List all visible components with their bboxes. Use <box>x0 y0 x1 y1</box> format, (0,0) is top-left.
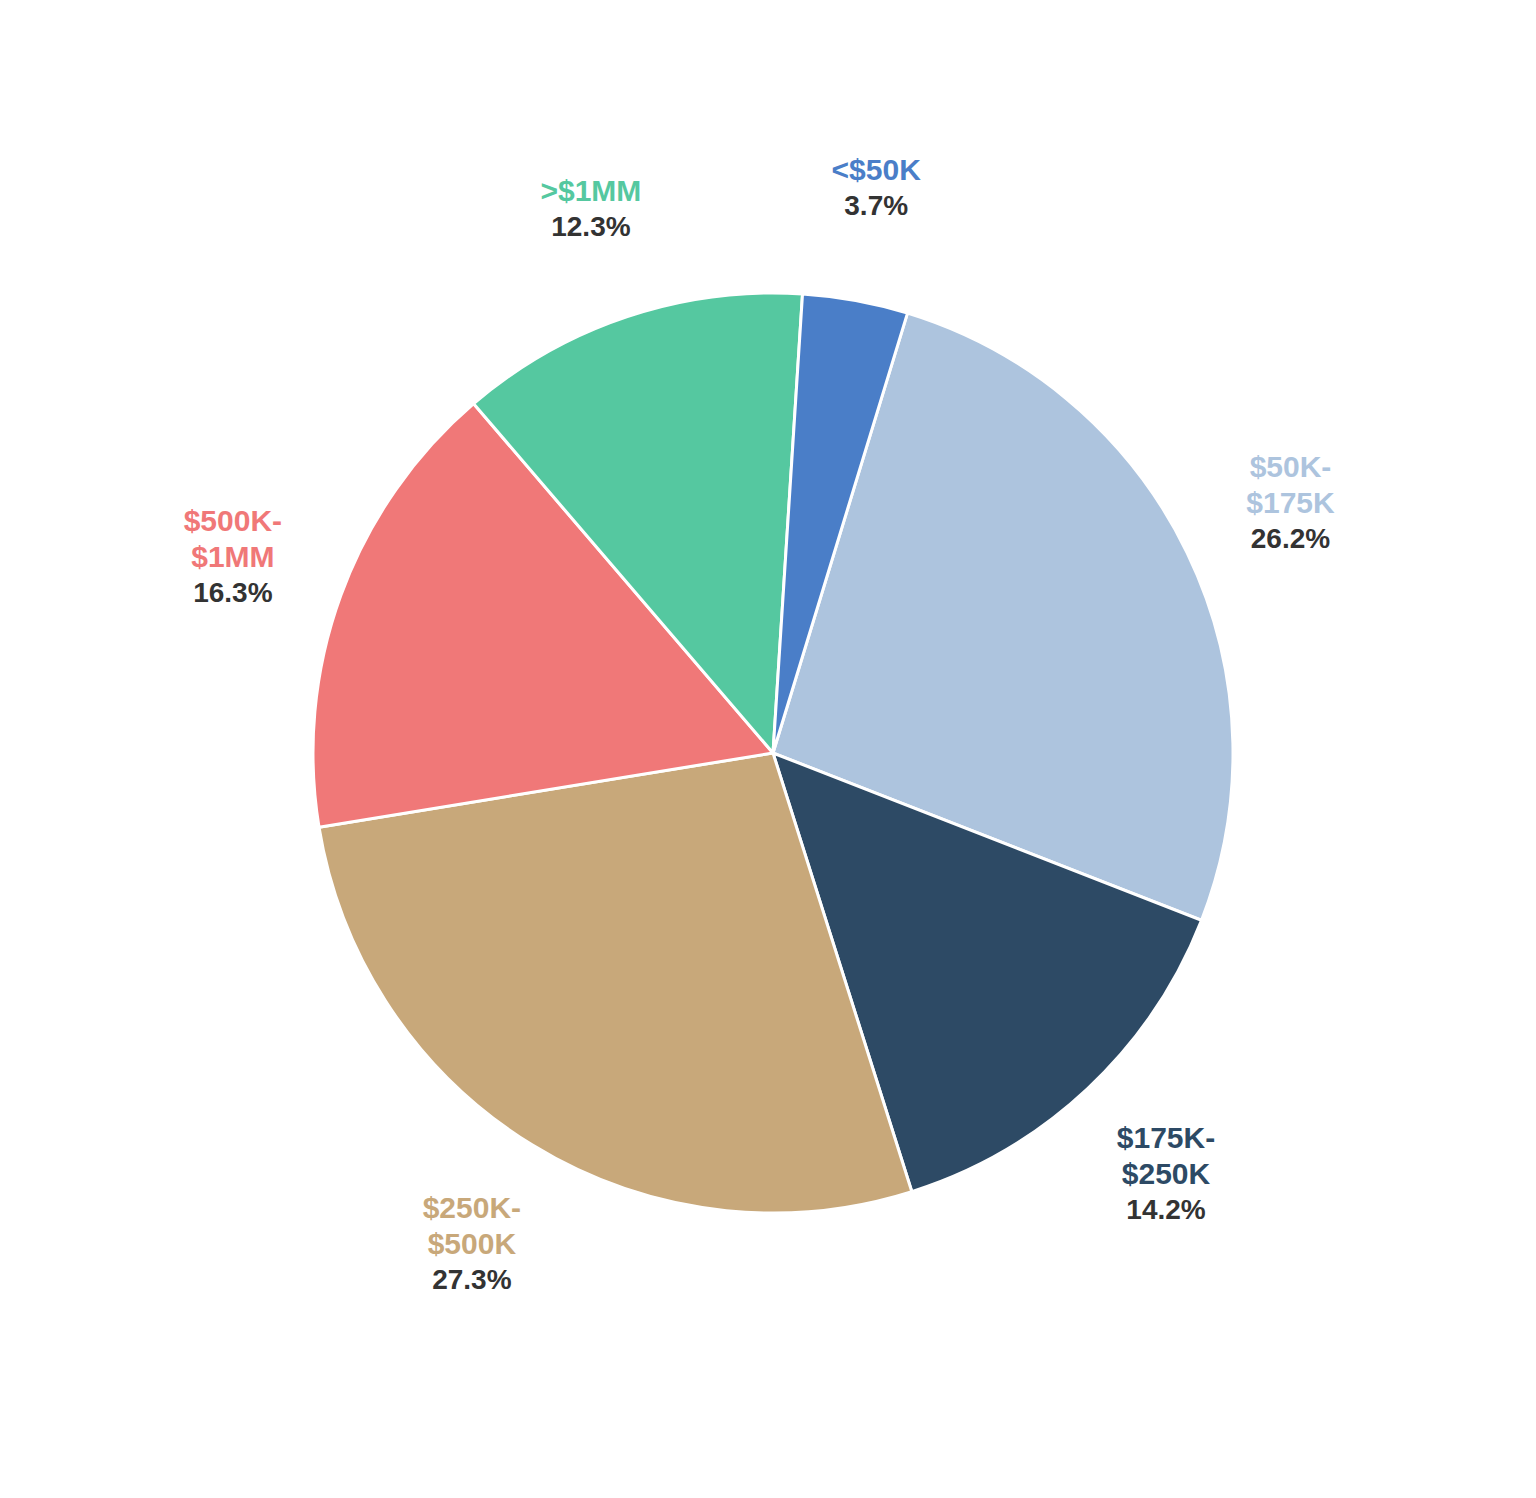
svg-text:>$1MM12.3%: >$1MM12.3% <box>540 173 641 241</box>
svg-text:$500K-$1MM16.3%: $500K-$1MM16.3% <box>184 503 282 607</box>
svg-text:$50K-$175K26.2%: $50K-$175K26.2% <box>1246 450 1335 554</box>
svg-text:$175K-$250K14.2%: $175K-$250K14.2% <box>1117 1120 1215 1224</box>
svg-text:$250K-$500K27.3%: $250K-$500K27.3% <box>423 1190 521 1294</box>
svg-text:<$50K3.7%: <$50K3.7% <box>832 153 922 221</box>
